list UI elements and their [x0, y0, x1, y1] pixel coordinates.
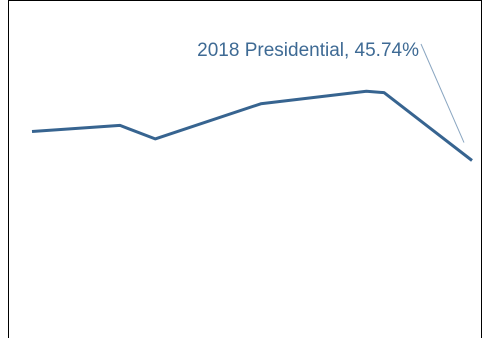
plot-frame	[8, 0, 482, 338]
annotation-leader-line	[420, 43, 465, 143]
series-line	[31, 89, 473, 162]
annotation-label: 2018 Presidential, 45.74%	[197, 40, 419, 61]
